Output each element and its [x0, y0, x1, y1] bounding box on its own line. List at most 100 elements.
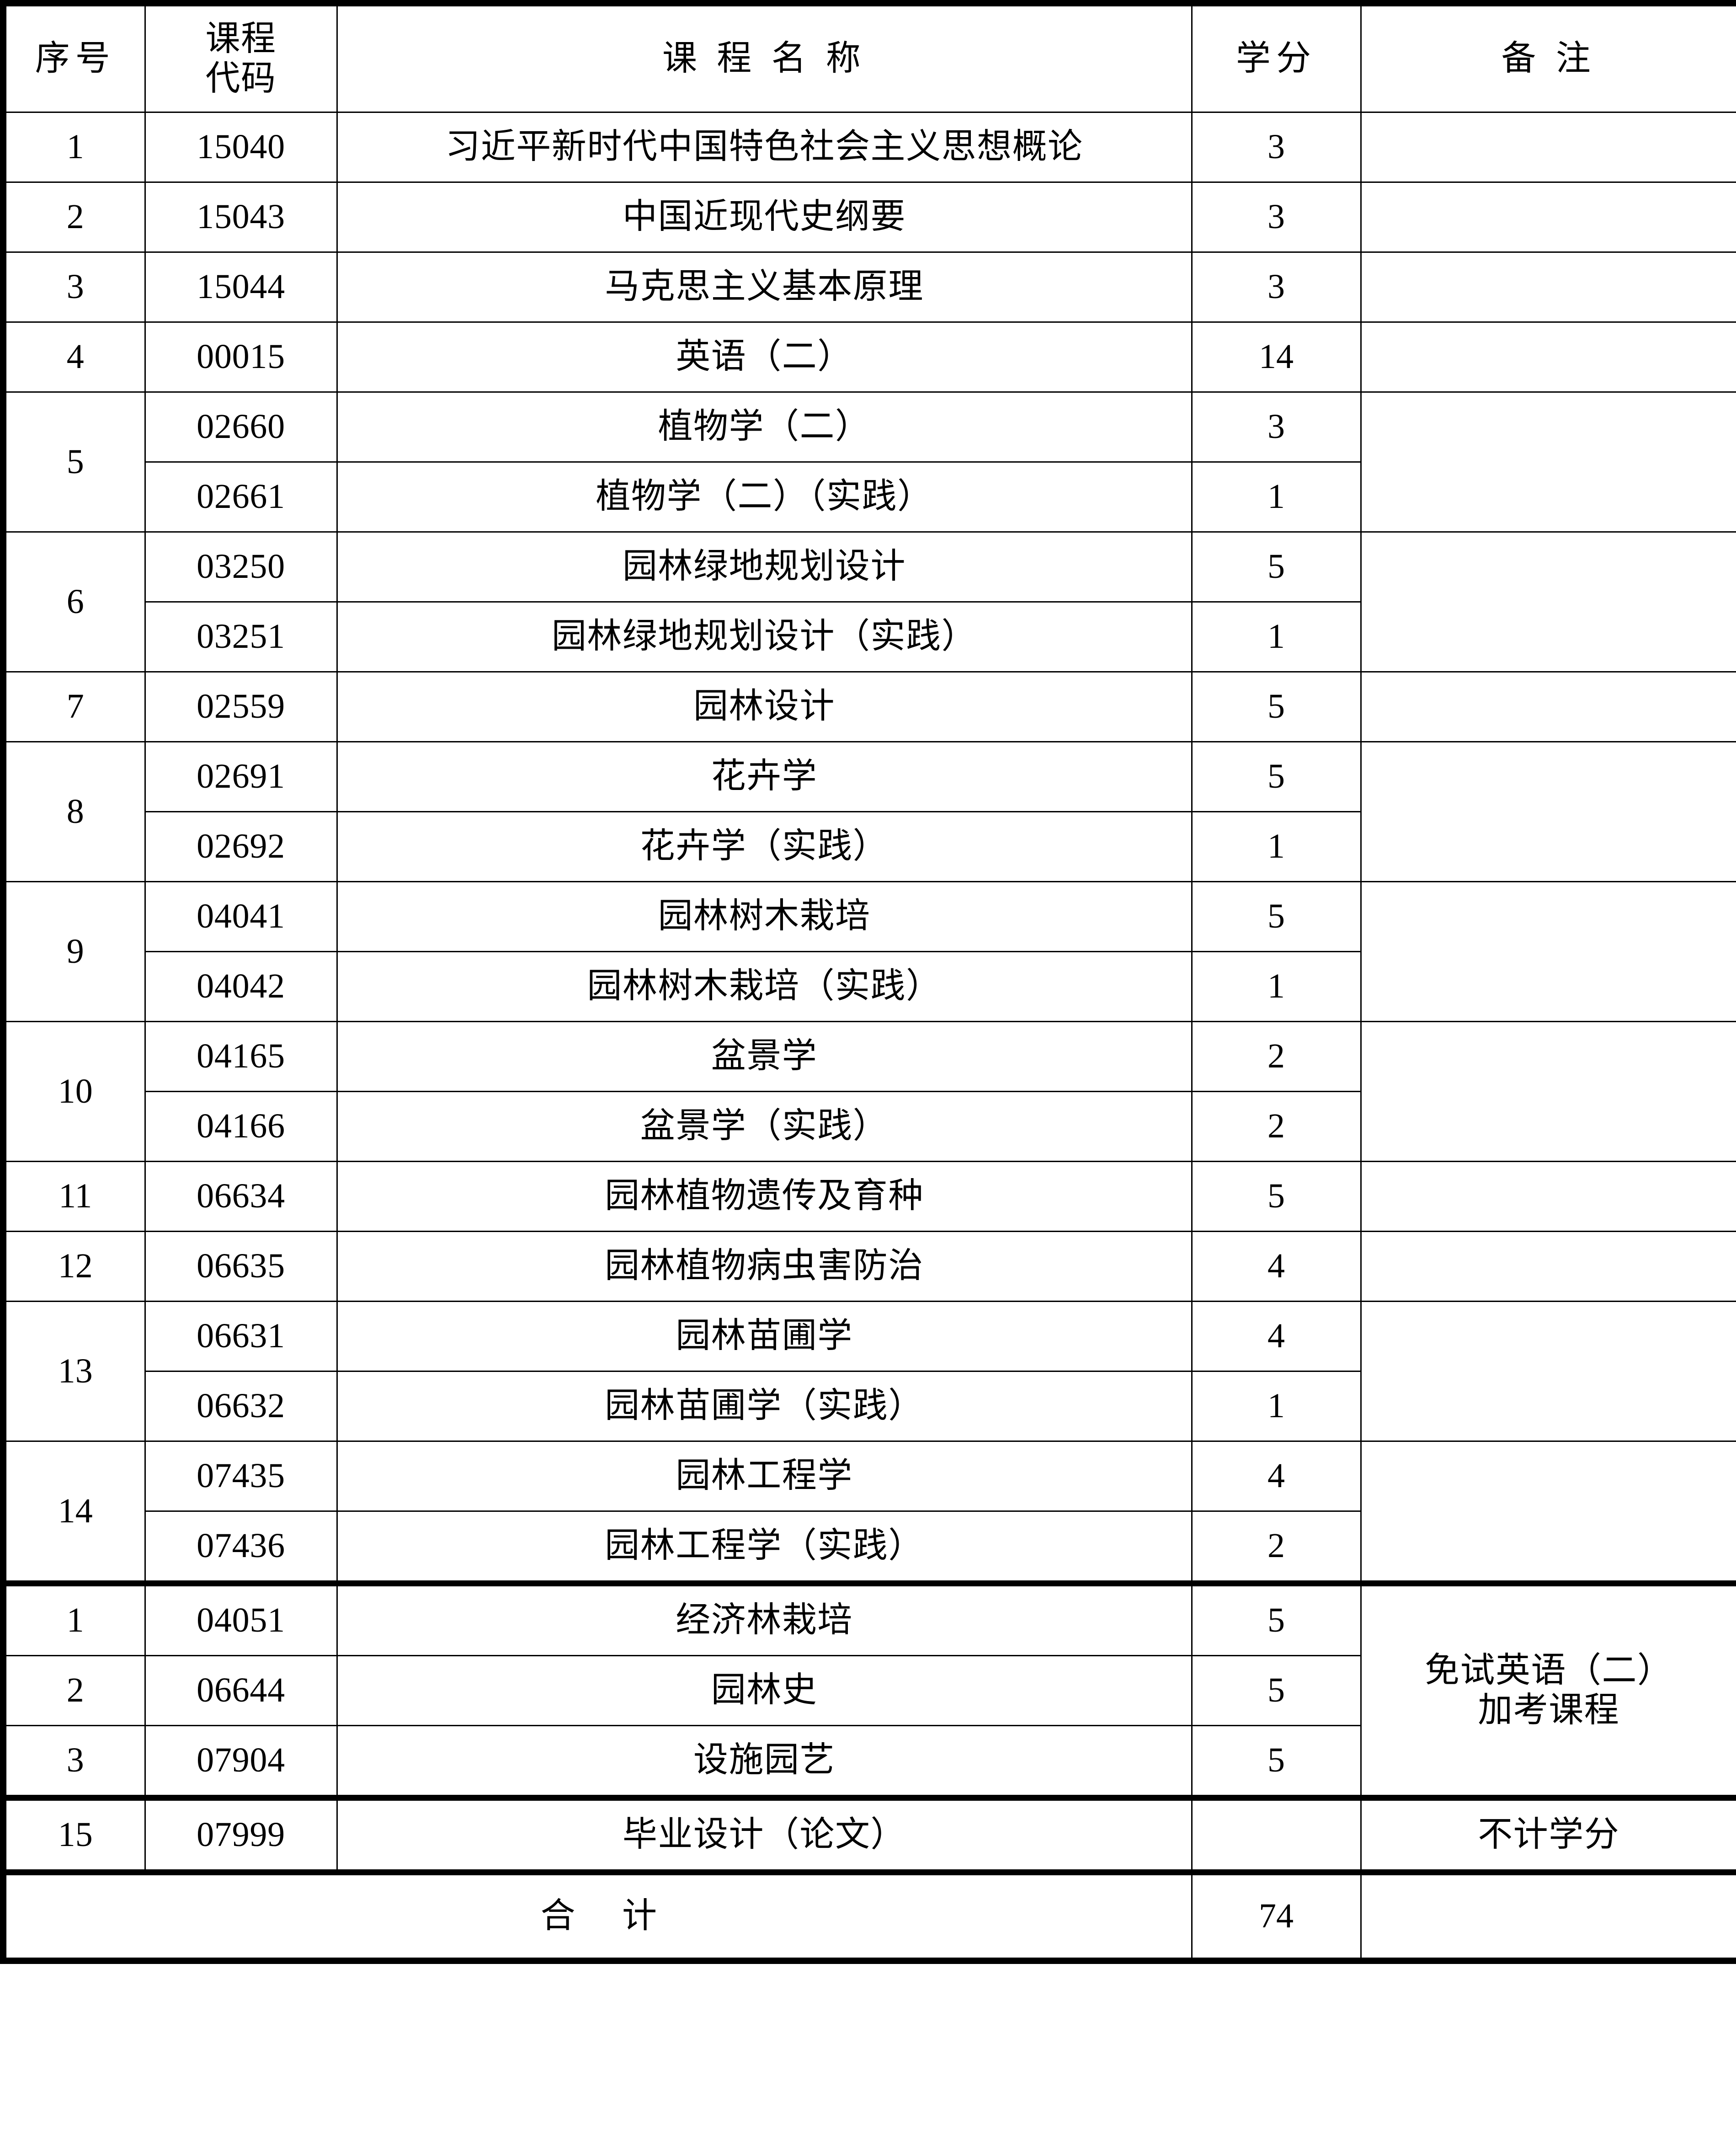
cell-credits: 5	[1191, 881, 1362, 952]
cell-remarks	[1360, 112, 1736, 183]
cell-sequence: 6	[0, 531, 146, 672]
cell-remarks	[1360, 181, 1736, 253]
table-row: 02692 花卉学（实践） 1	[3, 811, 1736, 882]
cell-remarks: 不计学分	[1360, 1795, 1736, 1873]
cell-course-code: 02692	[144, 811, 338, 882]
cell-course-code: 07436	[144, 1510, 338, 1584]
cell-course-name: 盆景学（实践）	[336, 1091, 1193, 1162]
main-course-body: 1 15040 习近平新时代中国特色社会主义思想概论 3 2 15043 中国近现代史纲要 3…	[0, 112, 1736, 1584]
cell-course-name: 花卉学（实践）	[336, 811, 1193, 882]
cell-sequence: 12	[0, 1231, 146, 1302]
cell-sequence: 2	[0, 181, 146, 253]
cell-course-code: 06644	[144, 1655, 338, 1726]
cell-course-code: 04166	[144, 1091, 338, 1162]
total-credits: 74	[1191, 1869, 1362, 1964]
cell-remarks	[1360, 1441, 1736, 1584]
table-row: 4 00015 英语（二） 14	[0, 321, 1736, 393]
table-row: 9 04041 园林树木栽培 5	[0, 881, 1736, 1022]
cell-sequence: 14	[0, 1441, 146, 1584]
cell-course-code: 02559	[144, 671, 338, 742]
cell-course-name: 植物学（二）（实践）	[336, 461, 1193, 533]
cell-remarks	[1360, 741, 1736, 882]
table-row: 6 03250 园林绿地规划设计 5	[0, 531, 1736, 672]
cell-course-name: 植物学（二）	[336, 391, 1193, 463]
table-row: 04166 盆景学（实践） 2	[3, 1091, 1736, 1162]
cell-remarks	[1360, 1161, 1736, 1232]
table-row: 12 06635 园林植物病虫害防治 4	[0, 1231, 1736, 1302]
cell-course-name: 中国近现代史纲要	[336, 181, 1193, 253]
cell-remarks	[1360, 881, 1736, 1022]
cell-course-name: 园林绿地规划设计	[336, 531, 1193, 603]
header-row: 序号 课程 代码 课 程 名 称 学分 备 注	[0, 0, 1736, 113]
cell-course-name: 花卉学	[336, 741, 1193, 812]
cell-remarks	[1360, 251, 1736, 323]
cell-course-code: 07435	[144, 1441, 338, 1512]
cell-course-code: 03250	[144, 531, 338, 603]
thesis-and-total-body: 15 07999 毕业设计（论文） 不计学分合 计 74	[0, 1795, 1736, 1964]
cell-credits: 4	[1191, 1441, 1362, 1512]
cell-course-code: 02660	[144, 391, 338, 463]
cell-credits: 5	[1191, 1580, 1362, 1656]
cell-course-name: 园林树木栽培（实践）	[336, 951, 1193, 1022]
table-row: 2 15043 中国近现代史纲要 3	[0, 181, 1736, 253]
cell-course-code: 15043	[144, 181, 338, 253]
cell-remarks	[1360, 671, 1736, 742]
cell-course-code: 04051	[144, 1580, 338, 1656]
cell-remarks	[1360, 1301, 1736, 1442]
total-label: 合 计	[0, 1869, 1193, 1964]
cell-sequence: 4	[0, 321, 146, 393]
cell-credits: 5	[1191, 741, 1362, 812]
cell-course-name: 园林工程学	[336, 1441, 1193, 1512]
cell-sequence: 11	[0, 1161, 146, 1232]
cell-credits: 4	[1191, 1301, 1362, 1372]
cell-credits: 4	[1191, 1231, 1362, 1302]
cell-remarks-supplementary: 免试英语（二） 加考课程	[1360, 1580, 1736, 1798]
table-row: 7 02559 园林设计 5	[0, 671, 1736, 742]
cell-credits: 3	[1191, 391, 1362, 463]
table-row: 3 07904 设施园艺 5	[0, 1725, 1736, 1798]
cell-course-name: 毕业设计（论文）	[336, 1795, 1193, 1873]
cell-course-name: 经济林栽培	[336, 1580, 1193, 1656]
supplementary-remark-line2: 加考课程	[1478, 1691, 1620, 1729]
cell-credits: 3	[1191, 112, 1362, 183]
cell-sequence: 5	[0, 391, 146, 533]
cell-course-name: 设施园艺	[336, 1725, 1193, 1798]
cell-course-name: 英语（二）	[336, 321, 1193, 393]
table-row: 8 02691 花卉学 5	[0, 741, 1736, 882]
table-row: 5 02660 植物学（二） 3	[0, 391, 1736, 533]
cell-course-name: 盆景学	[336, 1021, 1193, 1092]
cell-remarks	[1360, 321, 1736, 393]
cell-course-name: 马克思主义基本原理	[336, 251, 1193, 323]
cell-course-name: 园林设计	[336, 671, 1193, 742]
cell-credits: 5	[1191, 671, 1362, 742]
column-header-remarks: 备 注	[1360, 0, 1736, 113]
cell-sequence: 3	[0, 251, 146, 323]
cell-remarks	[1360, 1231, 1736, 1302]
supplementary-course-body: 1 04051 经济林栽培 5 免试英语（二） 加考课程 2 06644 园林史 5 3 07904 设…	[0, 1580, 1736, 1798]
cell-course-code: 03251	[144, 601, 338, 672]
cell-course-code: 04042	[144, 951, 338, 1022]
cell-course-name: 园林树木栽培	[336, 881, 1193, 952]
table-row-thesis: 15 07999 毕业设计（论文） 不计学分	[0, 1795, 1736, 1873]
course-plan-table: 序号 课程 代码 课 程 名 称 学分 备 注 1 15040 习近平新时代中国特色…	[0, 0, 1736, 1964]
cell-course-code: 00015	[144, 321, 338, 393]
cell-remarks	[1360, 531, 1736, 672]
cell-sequence: 13	[0, 1301, 146, 1442]
cell-course-code: 04165	[144, 1021, 338, 1092]
cell-remarks	[1360, 391, 1736, 533]
cell-course-code: 04041	[144, 881, 338, 952]
cell-course-name: 园林植物病虫害防治	[336, 1231, 1193, 1302]
cell-course-name: 园林工程学（实践）	[336, 1510, 1193, 1584]
column-header-course-name: 课 程 名 称	[336, 0, 1193, 113]
table-row: 14 07435 园林工程学 4	[0, 1441, 1736, 1584]
supplementary-remark-line1: 免试英语（二）	[1424, 1651, 1673, 1690]
total-remarks	[1360, 1869, 1736, 1964]
cell-course-code: 02661	[144, 461, 338, 533]
cell-credits: 2	[1191, 1091, 1362, 1162]
cell-course-code: 07999	[144, 1795, 338, 1873]
table-row: 03251 园林绿地规划设计（实践） 1	[3, 601, 1736, 672]
table-row: 10 04165 盆景学 2	[0, 1021, 1736, 1162]
cell-course-code: 15040	[144, 112, 338, 183]
cell-credits: 14	[1191, 321, 1362, 393]
